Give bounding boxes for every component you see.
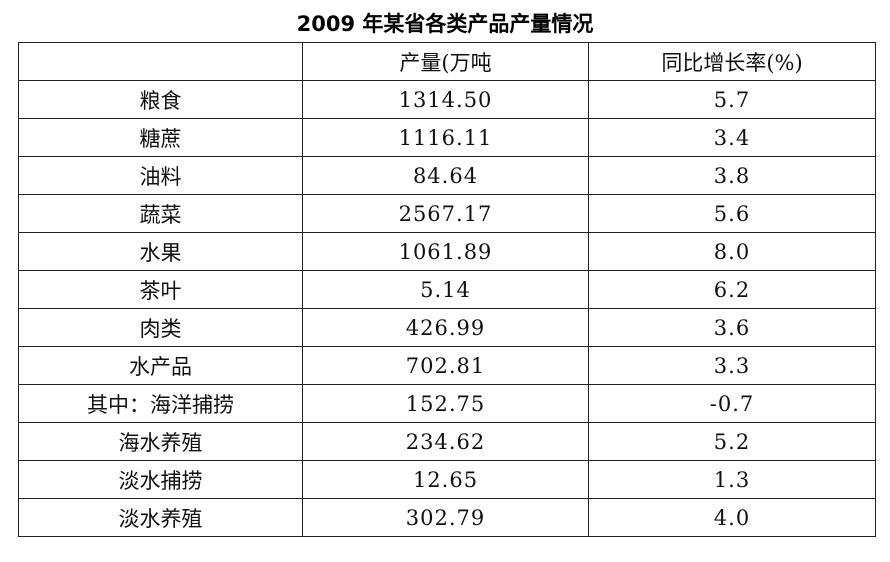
- header-product: [18, 42, 303, 81]
- table-row: 水果 1061.89 8.0: [18, 232, 876, 271]
- output-value: 426.99: [302, 308, 589, 347]
- growth-value: 5.7: [588, 80, 876, 119]
- output-value: 84.64: [302, 156, 589, 195]
- growth-value: 1.3: [588, 460, 876, 499]
- table-row: 其中：海洋捕捞 152.75 -0.7: [18, 384, 876, 423]
- output-value: 234.62: [302, 422, 589, 461]
- growth-value: -0.7: [588, 384, 876, 423]
- table-row: 肉类 426.99 3.6: [18, 308, 876, 347]
- growth-value: 8.0: [588, 232, 876, 271]
- header-growth: 同比增长率(%): [588, 42, 876, 81]
- table-row: 粮食 1314.50 5.7: [18, 80, 876, 119]
- output-value: 5.14: [302, 270, 589, 309]
- growth-value: 3.8: [588, 156, 876, 195]
- table-row: 茶叶 5.14 6.2: [18, 270, 876, 309]
- growth-value: 3.4: [588, 118, 876, 157]
- output-value: 1061.89: [302, 232, 589, 271]
- table-header-row: 产量(万吨 同比增长率(%): [18, 42, 876, 81]
- product-name: 茶叶: [18, 270, 303, 309]
- output-value: 2567.17: [302, 194, 589, 233]
- output-value: 12.65: [302, 460, 589, 499]
- product-name: 水产品: [18, 346, 303, 385]
- output-value: 702.81: [302, 346, 589, 385]
- output-value: 1314.50: [302, 80, 589, 119]
- table-row: 蔬菜 2567.17 5.6: [18, 194, 876, 233]
- growth-value: 5.2: [588, 422, 876, 461]
- product-name: 其中：海洋捕捞: [18, 384, 303, 423]
- table-row: 淡水捕捞 12.65 1.3: [18, 460, 876, 499]
- header-output: 产量(万吨: [302, 42, 589, 81]
- product-name: 糖蔗: [18, 118, 303, 157]
- product-name: 淡水捕捞: [18, 460, 303, 499]
- growth-value: 4.0: [588, 498, 876, 537]
- product-name: 海水养殖: [18, 422, 303, 461]
- table-row: 淡水养殖 302.79 4.0: [18, 498, 876, 537]
- product-name: 油料: [18, 156, 303, 195]
- table-row: 水产品 702.81 3.3: [18, 346, 876, 385]
- product-name: 肉类: [18, 308, 303, 347]
- growth-value: 6.2: [588, 270, 876, 309]
- production-table: 产量(万吨 同比增长率(%) 粮食 1314.50 5.7 糖蔗 1116.11…: [18, 42, 876, 537]
- output-value: 152.75: [302, 384, 589, 423]
- output-value: 302.79: [302, 498, 589, 537]
- table-row: 海水养殖 234.62 5.2: [18, 422, 876, 461]
- product-name: 粮食: [18, 80, 303, 119]
- product-name: 水果: [18, 232, 303, 271]
- growth-value: 5.6: [588, 194, 876, 233]
- table-title: 2009 年某省各类产品产量情况: [296, 12, 594, 36]
- table-row: 油料 84.64 3.8: [18, 156, 876, 195]
- table-row: 糖蔗 1116.11 3.4: [18, 118, 876, 157]
- growth-value: 3.6: [588, 308, 876, 347]
- product-name: 淡水养殖: [18, 498, 303, 537]
- product-name: 蔬菜: [18, 194, 303, 233]
- growth-value: 3.3: [588, 346, 876, 385]
- output-value: 1116.11: [302, 118, 589, 157]
